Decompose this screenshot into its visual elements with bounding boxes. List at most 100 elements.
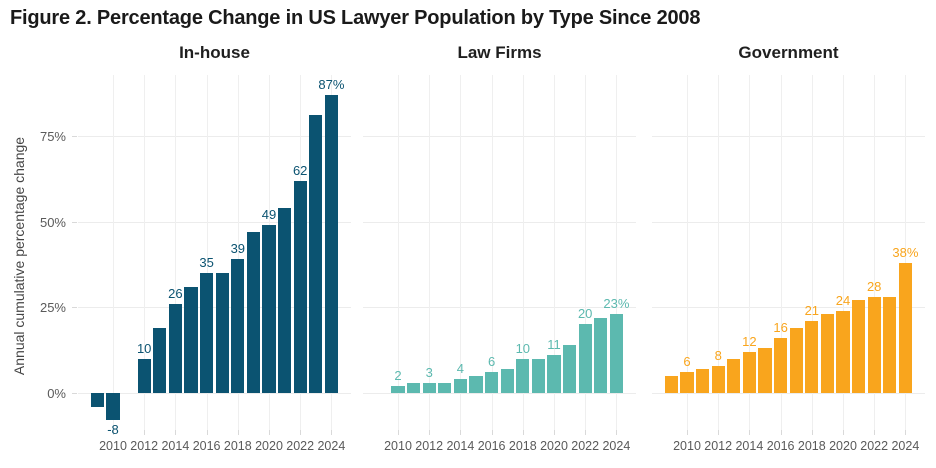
x-axis-tick — [300, 430, 302, 435]
gridline-vertical — [113, 75, 114, 430]
gridline-vertical — [905, 75, 907, 430]
bar-government-2014 — [742, 351, 757, 393]
bar-value-label: 62 — [292, 162, 308, 178]
gridline-horizontal — [78, 221, 351, 223]
x-axis-tick — [811, 430, 813, 435]
gridline-vertical — [811, 75, 813, 430]
facet-title-in-house: In-house — [179, 43, 250, 62]
x-axis-tick — [585, 430, 587, 435]
bar-in-house-2017 — [215, 273, 229, 393]
x-axis-tick — [616, 430, 618, 435]
x-axis-tick — [460, 430, 462, 435]
bar-value-label: 28 — [866, 279, 882, 295]
bar-value-label: 8 — [714, 347, 722, 363]
gridline-horizontal — [78, 307, 351, 309]
bar-law-firms-2013 — [438, 382, 452, 393]
bar-in-house-2010 — [106, 393, 120, 421]
bar-government-2024 — [898, 262, 913, 393]
x-axis-tick — [874, 430, 876, 435]
x-tick-label: 2014 — [161, 439, 190, 453]
bar-government-2019 — [820, 314, 835, 393]
bar-value-label: 16 — [773, 320, 788, 336]
bar-value-label: 2 — [394, 368, 402, 384]
bar-value-label: 20 — [577, 306, 593, 322]
x-axis-tick — [175, 430, 177, 435]
bar-in-house-2014 — [168, 303, 183, 393]
gridline-horizontal — [652, 393, 925, 394]
bar-value-label: 6 — [683, 354, 691, 370]
bar-value-label: 21 — [804, 303, 820, 319]
bar-in-house-2019 — [246, 231, 261, 393]
x-axis-tick — [398, 430, 399, 435]
x-axis-tick — [429, 430, 431, 435]
facet-title-government: Government — [738, 43, 839, 62]
y-tick-label: 50% — [39, 214, 66, 230]
x-axis-tick — [206, 430, 208, 435]
gridline-vertical — [874, 75, 876, 430]
x-tick-label: 2016 — [192, 439, 221, 453]
y-axis-tick — [72, 135, 77, 137]
y-axis-tick — [72, 221, 77, 223]
gridline-vertical — [460, 75, 462, 430]
bar-government-2017 — [789, 327, 803, 393]
x-axis-tick — [269, 430, 270, 435]
bar-government-2016 — [773, 338, 788, 393]
gridline-horizontal — [363, 393, 636, 394]
bar-in-house-2024 — [324, 94, 339, 393]
bar-value-label: 10 — [515, 340, 531, 356]
gridline-horizontal — [363, 307, 636, 309]
bar-value-label: 87% — [318, 76, 345, 92]
bar-in-house-2018 — [231, 259, 245, 393]
bar-in-house-2009 — [90, 393, 105, 407]
bar-law-firms-2012 — [422, 382, 436, 393]
figure-title: Figure 2. Percentage Change in US Lawyer… — [10, 7, 701, 29]
x-tick-label: 2022 — [571, 439, 600, 453]
bar-value-label: 6 — [487, 354, 496, 370]
x-tick-label: 2024 — [602, 439, 631, 453]
y-axis-tick — [72, 307, 77, 309]
x-axis-tick — [491, 430, 493, 435]
gridline-vertical — [429, 75, 431, 430]
bar-value-label: -8 — [107, 422, 119, 438]
gridline-vertical — [144, 75, 146, 430]
x-tick-label: 2012 — [130, 439, 159, 453]
bar-value-label: 10 — [136, 340, 152, 356]
x-tick-label: 2018 — [508, 439, 537, 453]
x-tick-label: 2010 — [673, 439, 701, 453]
x-axis-tick — [780, 430, 782, 435]
bar-law-firms-2018 — [516, 358, 530, 393]
bar-in-house-2022 — [293, 180, 307, 393]
x-tick-label: 2024 — [317, 439, 346, 453]
bar-government-2022 — [867, 297, 881, 393]
x-axis-tick — [113, 430, 114, 435]
x-axis-tick — [522, 430, 524, 435]
bar-law-firms-2020 — [547, 355, 561, 393]
x-tick-label: 2018 — [223, 439, 252, 453]
bar-in-house-2015 — [184, 286, 198, 393]
y-tick-label: 25% — [39, 300, 66, 316]
gridline-horizontal — [78, 135, 351, 137]
x-axis-tick — [144, 430, 146, 435]
bar-law-firms-2016 — [484, 372, 499, 393]
bar-value-label: 12 — [742, 333, 757, 349]
bar-government-2023 — [883, 297, 897, 393]
x-axis-tick — [718, 430, 720, 435]
x-tick-label: 2014 — [735, 439, 764, 453]
bar-in-house-2013 — [153, 327, 167, 393]
bar-law-firms-2019 — [531, 358, 546, 393]
bar-in-house-2012 — [137, 358, 151, 393]
x-axis-tick — [687, 430, 688, 435]
gridline-vertical — [554, 75, 555, 430]
x-axis-tick — [237, 430, 239, 435]
bar-value-label: 35 — [199, 255, 214, 271]
x-axis-tick — [331, 430, 333, 435]
x-tick-label: 2018 — [797, 439, 826, 453]
panel-law-firms — [363, 75, 636, 430]
gridline-horizontal — [363, 135, 636, 137]
bar-law-firms-2021 — [562, 345, 577, 393]
gridline-vertical — [616, 75, 618, 430]
bar-value-label: 11 — [547, 337, 561, 353]
x-tick-label: 2022 — [286, 439, 315, 453]
bar-law-firms-2014 — [453, 379, 468, 393]
